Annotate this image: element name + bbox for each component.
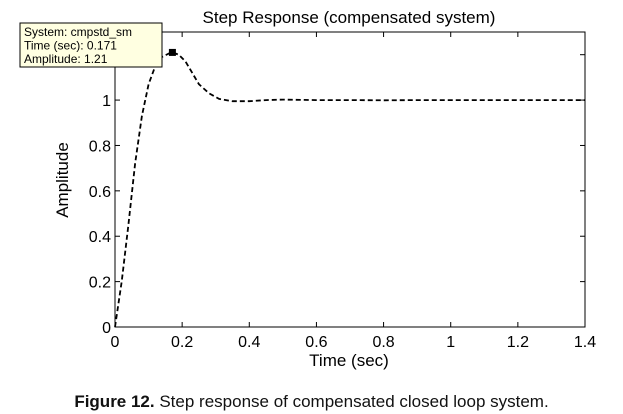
chart-title: Step Response (compensated system) [203, 8, 496, 27]
x-tick-label: 1.2 [507, 334, 529, 351]
y-tick-label: 0.2 [89, 275, 111, 292]
y-tick-label: 0.8 [89, 138, 111, 155]
step-response-chart: Step Response (compensated system) 0 0.2 0… [19, 8, 596, 370]
x-tick-label: 0 [111, 334, 120, 351]
datatip-line: Time (sec): 0.171 [24, 39, 117, 53]
x-tick-label: 0.4 [238, 334, 260, 351]
x-tick-label: 0.6 [305, 334, 327, 351]
x-tick-label: 1 [446, 334, 455, 351]
plot-frame [114, 31, 586, 328]
figure-caption-text: Step response of compensated closed loop… [154, 392, 549, 411]
y-axis-label: Amplitude [53, 142, 72, 218]
x-tick-label: 0.2 [171, 334, 193, 351]
peak-marker[interactable] [168, 48, 176, 56]
datatip-line: Amplitude: 1.21 [24, 52, 108, 66]
x-axis-label: Time (sec) [309, 351, 389, 370]
x-tick-label: 1.4 [574, 334, 596, 351]
y-tick-label: 1 [102, 93, 111, 110]
x-axis-ticks: 0 0.2 0.4 0.6 0.8 1 1.2 1.4 [111, 32, 596, 351]
y-tick-label: 0.6 [89, 184, 111, 201]
y-tick-label: 0 [102, 320, 111, 337]
y-tick-label: 0.4 [89, 229, 111, 246]
figure-caption-label: Figure 12. [74, 392, 155, 411]
step-response-line [114, 51, 585, 328]
x-tick-label: 0.8 [372, 334, 394, 351]
datatip-line: System: cmpstd_sm [24, 25, 132, 39]
figure-caption: Figure 12. Step response of compensated … [0, 392, 623, 412]
datatip-background [19, 22, 163, 68]
